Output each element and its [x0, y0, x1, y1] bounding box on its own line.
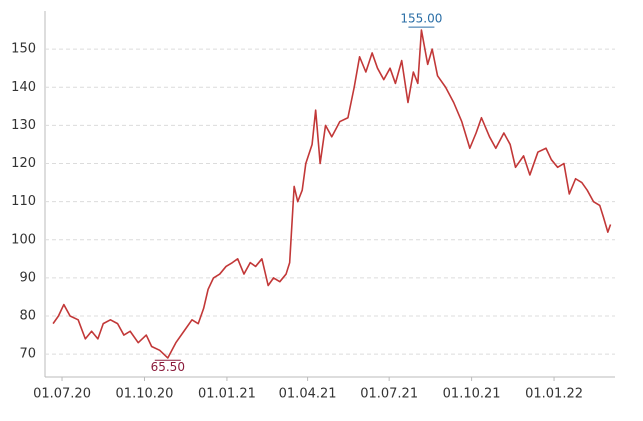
y-tick-label: 80 [19, 309, 36, 324]
x-tick-label: 01.07.21 [360, 387, 418, 402]
x-tick-label: 01.10.20 [116, 387, 174, 402]
y-tick-label: 110 [11, 194, 36, 209]
annotation-label: 155.00 [400, 12, 442, 26]
y-tick-label: 130 [11, 118, 36, 133]
y-tick-label: 90 [19, 270, 36, 285]
y-tick-label: 70 [19, 347, 36, 362]
x-tick-label: 01.01.22 [525, 387, 583, 402]
x-tick-label: 01.10.21 [443, 387, 501, 402]
x-tick-label: 01.01.21 [198, 387, 256, 402]
x-tick-label: 01.07.20 [33, 387, 91, 402]
y-tick-label: 120 [11, 156, 36, 171]
y-tick-label: 150 [11, 42, 36, 57]
y-tick-label: 140 [11, 80, 36, 95]
price-line [52, 29, 612, 359]
y-tick-label: 100 [11, 232, 36, 247]
x-tick-label: 01.04.21 [279, 387, 337, 402]
annotation-label: 65.50 [151, 360, 185, 374]
